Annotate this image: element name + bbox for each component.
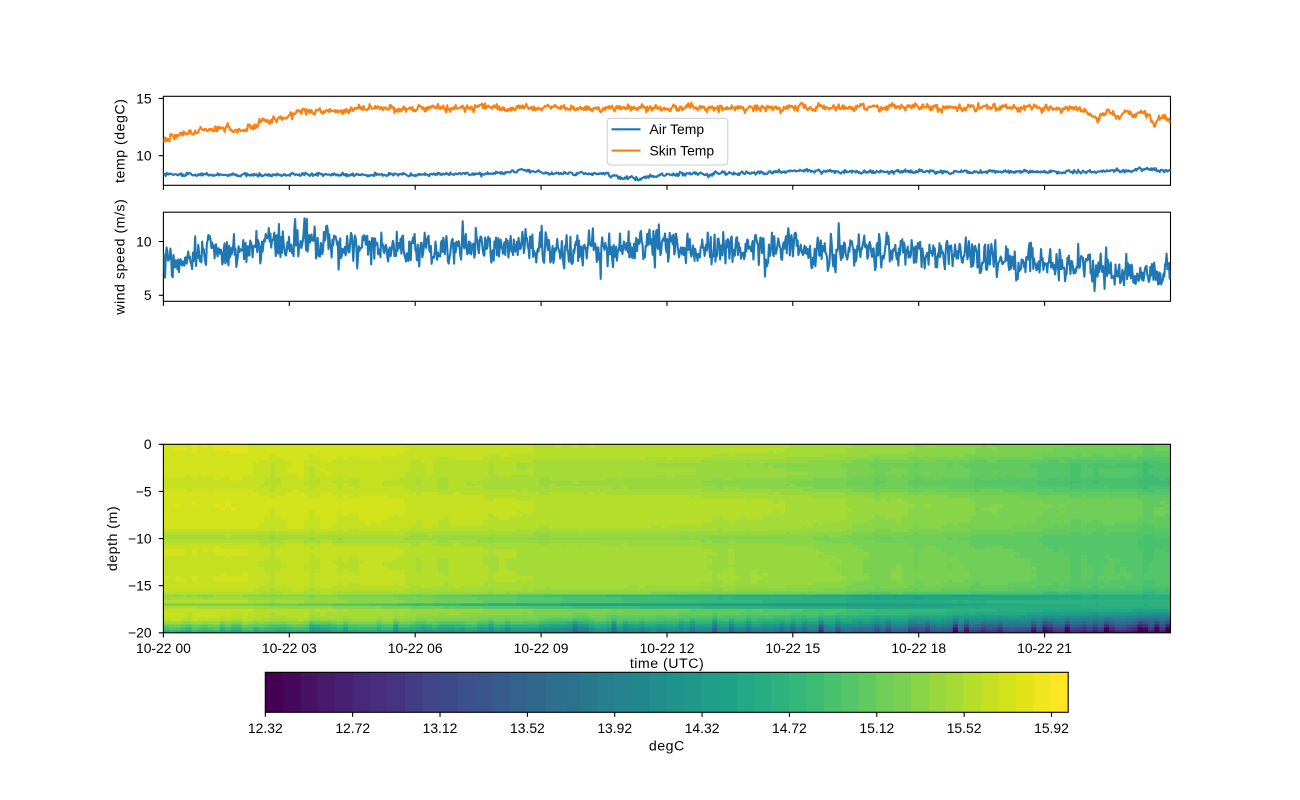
svg-text:−20: −20 [128, 625, 152, 641]
svg-text:13.52: 13.52 [510, 720, 545, 736]
svg-text:−5: −5 [136, 483, 152, 499]
svg-text:5: 5 [144, 287, 152, 303]
svg-text:Air Temp: Air Temp [650, 121, 705, 137]
svg-text:depth (m): depth (m) [105, 506, 121, 571]
svg-text:degC: degC [649, 739, 685, 755]
svg-text:10-22 00: 10-22 00 [136, 640, 191, 656]
svg-text:12.72: 12.72 [335, 720, 370, 736]
svg-text:12.32: 12.32 [248, 720, 283, 736]
svg-text:time (UTC): time (UTC) [630, 656, 704, 672]
svg-text:−10: −10 [128, 530, 152, 546]
svg-text:15.12: 15.12 [859, 720, 894, 736]
svg-text:15.52: 15.52 [947, 720, 982, 736]
svg-text:−15: −15 [128, 578, 152, 594]
svg-text:10-22 18: 10-22 18 [891, 640, 946, 656]
svg-text:13.12: 13.12 [423, 720, 458, 736]
svg-text:10: 10 [136, 233, 152, 249]
svg-text:0: 0 [144, 436, 152, 452]
svg-text:15.92: 15.92 [1034, 720, 1069, 736]
svg-text:Skin Temp: Skin Temp [650, 143, 715, 159]
svg-text:14.32: 14.32 [685, 720, 720, 736]
svg-text:14.72: 14.72 [772, 720, 807, 736]
svg-text:wind speed (m/s): wind speed (m/s) [113, 199, 129, 316]
svg-text:temp (degC): temp (degC) [113, 99, 129, 183]
svg-text:15: 15 [136, 90, 152, 106]
svg-text:13.92: 13.92 [597, 720, 632, 736]
svg-text:10-22 15: 10-22 15 [765, 640, 820, 656]
svg-text:10-22 12: 10-22 12 [640, 640, 695, 656]
svg-text:10-22 21: 10-22 21 [1017, 640, 1072, 656]
svg-text:10: 10 [136, 148, 152, 164]
svg-text:10-22 03: 10-22 03 [262, 640, 317, 656]
svg-text:10-22 06: 10-22 06 [388, 640, 443, 656]
svg-text:10-22 09: 10-22 09 [514, 640, 569, 656]
